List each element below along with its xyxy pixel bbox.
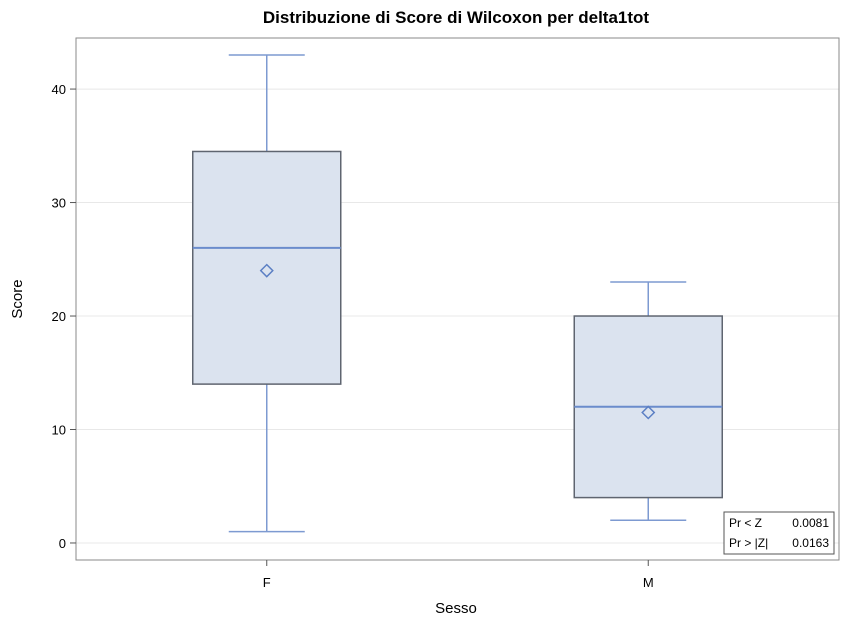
y-tick-label: 0 <box>59 536 66 551</box>
boxes <box>192 54 723 533</box>
y-tick-label: 10 <box>52 423 66 438</box>
chart-title: Distribuzione di Score di Wilcoxon per d… <box>263 8 650 27</box>
y-tick-label: 30 <box>52 196 66 211</box>
mean-marker <box>259 263 274 278</box>
y-axis: 0 10 20 30 40 <box>52 82 76 551</box>
box-F <box>192 54 342 533</box>
stats-label-2: Pr > |Z| <box>729 536 768 550</box>
x-axis-label: Sesso <box>435 600 477 617</box>
box-body <box>192 150 342 385</box>
y-axis-label: Score <box>9 279 26 318</box>
grid-lines <box>76 88 839 544</box>
stats-inset: Pr < Z 0.0081 Pr > |Z| 0.0163 <box>723 511 835 555</box>
y-tick-label: 20 <box>52 309 66 324</box>
mean-marker <box>641 405 656 420</box>
y-tick-label: 40 <box>52 82 66 97</box>
x-tick-label: M <box>643 575 654 590</box>
box-M <box>573 281 723 522</box>
x-tick-label: F <box>263 575 271 590</box>
stats-inset-frame <box>723 511 835 555</box>
stats-value-1: 0.0081 <box>792 516 829 530</box>
stats-label-1: Pr < Z <box>729 516 762 530</box>
stats-value-2: 0.0163 <box>792 536 829 550</box>
plot-frame <box>75 37 840 561</box>
